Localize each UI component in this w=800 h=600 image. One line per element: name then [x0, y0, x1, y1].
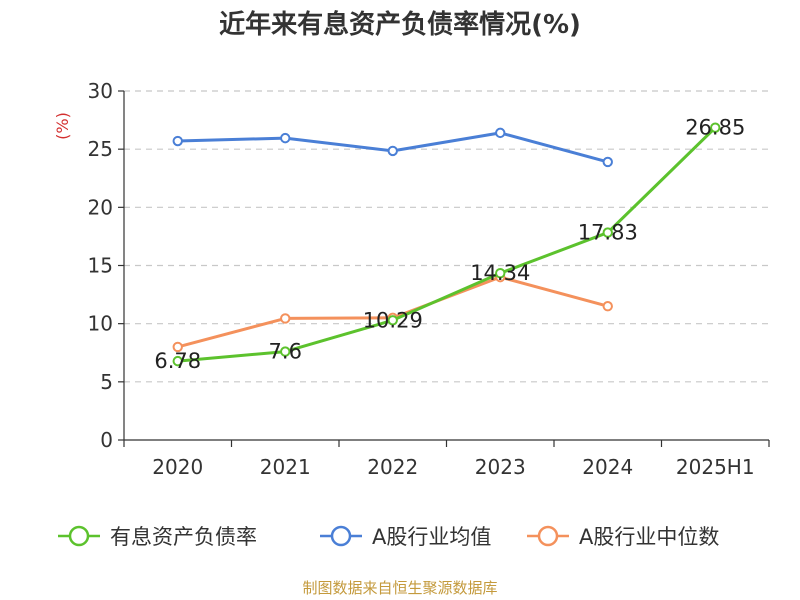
legend-label-1: A股行业均值	[372, 525, 491, 549]
series-1-point-2024	[602, 156, 613, 168]
series-0-point-2024	[602, 227, 613, 238]
x-tick-label-2021: 2021	[260, 455, 311, 479]
x-tick-label-2025H1: 2025H1	[676, 455, 755, 479]
data-label-2020: 6.78	[154, 349, 201, 373]
y-tick-label-20: 20	[88, 195, 113, 219]
series-line-0	[177, 126, 717, 363]
series-2-point-2024	[602, 301, 613, 312]
series-1-point-2022	[387, 145, 398, 157]
y-tick-label-25: 25	[88, 137, 113, 161]
data-label-2025H1: 26.85	[685, 116, 745, 140]
data-label-2023: 14.34	[470, 261, 530, 285]
legend-layer: 有息资产负债率 A股行业均值 A股行业中位数	[58, 525, 719, 549]
chart-title: 近年来有息资产负债率情况(%)	[219, 10, 581, 40]
series-0-point-2021	[280, 346, 291, 357]
legend-label-0: 有息资产负债率	[110, 525, 257, 549]
data-label-2024: 17.83	[578, 221, 638, 245]
x-tick-label-2020: 2020	[152, 455, 203, 479]
series-0-point-2023	[495, 267, 506, 279]
y-axis-label: (%)	[53, 112, 72, 140]
y-tick-label-30: 30	[88, 79, 113, 103]
series-2-point-2020	[172, 341, 183, 353]
series-0-point-2020	[172, 355, 183, 367]
x-tick-label-2024: 2024	[582, 455, 633, 479]
legend-marker-0	[68, 525, 90, 547]
data-label-2021: 7.6	[269, 340, 302, 364]
x-tick-label-2023: 2023	[475, 455, 526, 479]
series-1-point-2023	[495, 127, 506, 139]
series-0-point-2025H1	[710, 122, 721, 133]
y-tick-label-15: 15	[88, 254, 113, 278]
legend-marker-2	[537, 525, 559, 547]
series-1-point-2021	[280, 132, 291, 144]
series-1-point-2020	[172, 135, 183, 147]
label-layer: 6.78 7.6 10.29 14.34 17.83 26.85	[154, 116, 745, 373]
footer-source: 制图数据来自恒生聚源数据库	[302, 579, 498, 597]
series-layer	[172, 122, 721, 367]
series-0-point-2022	[387, 315, 398, 326]
legend-marker-1	[330, 525, 352, 547]
x-tick-label-2022: 2022	[367, 455, 418, 479]
series-2-point-2021	[280, 313, 291, 324]
axis-layer: 0 5 10 15 20 25 30 (%) 2020 2021 2022 2023 2024 2025H…	[53, 79, 770, 479]
legend-label-2: A股行业中位数	[579, 525, 719, 549]
data-label-2022: 10.29	[363, 308, 423, 332]
y-tick-label-0: 0	[100, 428, 113, 452]
y-tick-label-10: 10	[88, 312, 113, 336]
y-tick-label-5: 5	[100, 370, 113, 394]
grid-layer	[124, 90, 769, 383]
